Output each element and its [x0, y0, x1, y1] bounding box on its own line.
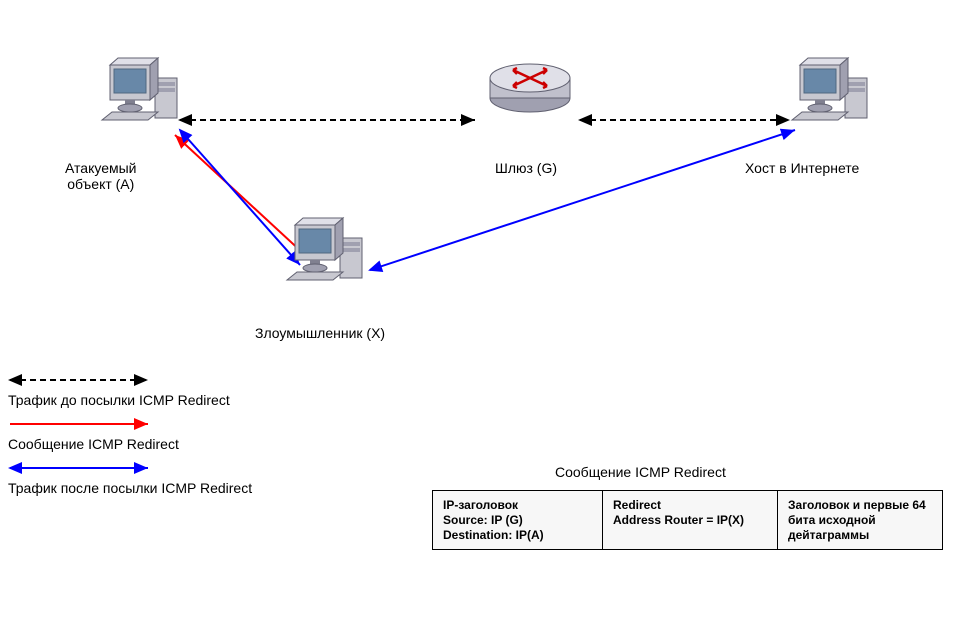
- target-computer-icon: [100, 50, 200, 140]
- packet-cell-redirect: RedirectAddress Router = IP(X): [603, 491, 778, 550]
- internet-host-computer-icon: [790, 50, 890, 140]
- legend-line-red: [8, 414, 158, 434]
- legend-line-blue: [8, 458, 158, 478]
- legend-line-dashed: [8, 370, 158, 390]
- network-diagram: Атакуемый объект (A) Шлюз (G) Хост в Инт…: [0, 0, 957, 622]
- internet-host-label: Хост в Интернете: [745, 160, 859, 176]
- legend-item: Трафик после посылки ICMP Redirect: [8, 458, 252, 496]
- packet-title: Сообщение ICMP Redirect: [555, 464, 726, 480]
- legend-item: Сообщение ICMP Redirect: [8, 414, 252, 452]
- attacker-label: Злоумышленник (X): [255, 325, 385, 341]
- target-label: Атакуемый объект (A): [65, 160, 137, 192]
- attacker-computer-icon: [285, 210, 385, 300]
- legend-item: Трафик до посылки ICMP Redirect: [8, 370, 252, 408]
- legend-label: Трафик после посылки ICMP Redirect: [8, 480, 252, 496]
- gateway-router-icon: [485, 48, 575, 118]
- legend-label: Трафик до посылки ICMP Redirect: [8, 392, 252, 408]
- gateway-label: Шлюз (G): [495, 160, 557, 176]
- legend: Трафик до посылки ICMP Redirect Сообщени…: [8, 370, 252, 502]
- packet-table: IP-заголовокSource: IP (G)Destination: I…: [432, 490, 943, 550]
- legend-label: Сообщение ICMP Redirect: [8, 436, 252, 452]
- packet-cell-ip-header: IP-заголовокSource: IP (G)Destination: I…: [433, 491, 603, 550]
- packet-cell-original: Заголовок и первые 64бита исходнойдейтаг…: [778, 491, 943, 550]
